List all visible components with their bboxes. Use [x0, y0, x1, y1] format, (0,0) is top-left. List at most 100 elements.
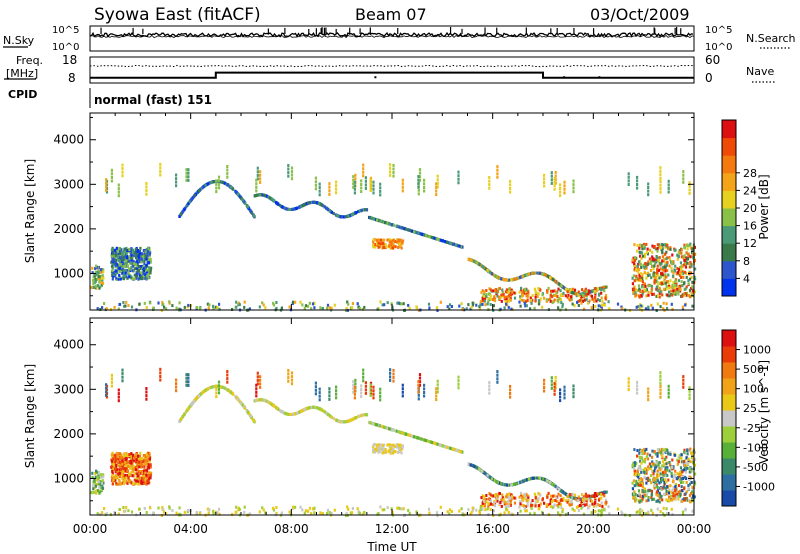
range-cell [376, 423, 379, 427]
range-cell [116, 455, 119, 459]
range-cell [281, 410, 284, 414]
range-cell [506, 295, 509, 299]
range-cell [300, 204, 303, 208]
range-cell [542, 272, 545, 276]
range-cell [111, 458, 114, 462]
range-cell [559, 298, 562, 301]
range-cell [133, 250, 136, 254]
range-cell [643, 252, 647, 256]
range-cell [126, 481, 129, 485]
range-cell [144, 276, 147, 280]
range-cell [598, 299, 601, 303]
range-cell [369, 181, 372, 185]
range-cell [502, 293, 505, 297]
range-cell [401, 241, 404, 245]
range-cell [665, 263, 668, 267]
range-cell [666, 293, 669, 297]
range-cell [354, 211, 357, 215]
range-cell [137, 265, 140, 268]
range-cell [286, 412, 289, 416]
range-cell [337, 419, 340, 423]
range-cell [114, 248, 117, 252]
range-cell [145, 459, 148, 463]
range-cell [298, 410, 301, 414]
range-cell [649, 262, 652, 265]
range-cell [643, 255, 646, 259]
range-cell [640, 266, 643, 269]
range-cell [642, 254, 645, 258]
range-cell [265, 399, 268, 403]
range-cell [501, 288, 504, 292]
range-cell [145, 469, 148, 473]
range-cell [300, 409, 303, 413]
range-cell [121, 257, 124, 261]
range-cell [278, 408, 281, 412]
range-cell [101, 486, 105, 490]
range-cell [118, 266, 121, 270]
range-cell [345, 306, 348, 310]
range-cell [578, 299, 581, 302]
range-cell [693, 245, 696, 249]
range-cell [450, 305, 453, 308]
range-cell [484, 267, 487, 271]
range-cell [633, 287, 636, 291]
range-cell [119, 457, 122, 461]
range-cell [478, 307, 481, 310]
range-cell [677, 289, 680, 293]
range-cell [137, 277, 140, 281]
range-cell [256, 177, 259, 181]
range-cell [671, 283, 674, 287]
range-cell [647, 274, 650, 278]
range-cell [604, 285, 607, 289]
range-cell [350, 213, 353, 217]
range-cell [143, 464, 146, 468]
range-cell [446, 305, 449, 309]
range-cell [105, 187, 109, 190]
range-cell [527, 289, 530, 293]
range-cell [116, 250, 119, 254]
range-cell [352, 185, 355, 189]
range-cell [144, 257, 147, 261]
range-cell [401, 431, 404, 435]
range-cell [144, 481, 147, 485]
range-cell [310, 405, 313, 409]
range-cell [635, 277, 638, 281]
freq-strip-frame [89, 56, 695, 84]
range-cell [139, 479, 142, 483]
range-cell [92, 487, 95, 491]
range-cell [246, 205, 249, 209]
range-cell [115, 271, 118, 275]
range-cell [507, 299, 510, 303]
range-cell [287, 174, 290, 178]
range-cell [671, 307, 674, 311]
range-cell [183, 207, 186, 211]
range-cell [335, 213, 338, 217]
range-cell [683, 263, 686, 267]
range-cell [572, 291, 575, 295]
range-cell [522, 293, 525, 297]
range-cell [685, 285, 688, 289]
range-cell [310, 307, 313, 311]
range-cell [132, 248, 135, 252]
range-cell [503, 306, 506, 310]
range-cell [140, 465, 143, 469]
range-cell [95, 284, 98, 288]
range-cell [388, 443, 391, 447]
range-cell [688, 288, 692, 292]
range-cell [347, 302, 350, 306]
range-cell [660, 248, 663, 251]
range-cell [360, 190, 363, 194]
range-cell [572, 186, 575, 190]
range-cell [291, 207, 294, 211]
range-cell [684, 270, 687, 274]
range-cell [247, 412, 250, 416]
range-cell [558, 297, 561, 301]
range-cell [523, 287, 527, 291]
range-cell [112, 258, 115, 262]
range-cell [594, 304, 597, 308]
range-cell [357, 210, 360, 213]
range-cell [369, 178, 372, 182]
range-cell [210, 180, 213, 184]
range-cell [538, 271, 541, 275]
